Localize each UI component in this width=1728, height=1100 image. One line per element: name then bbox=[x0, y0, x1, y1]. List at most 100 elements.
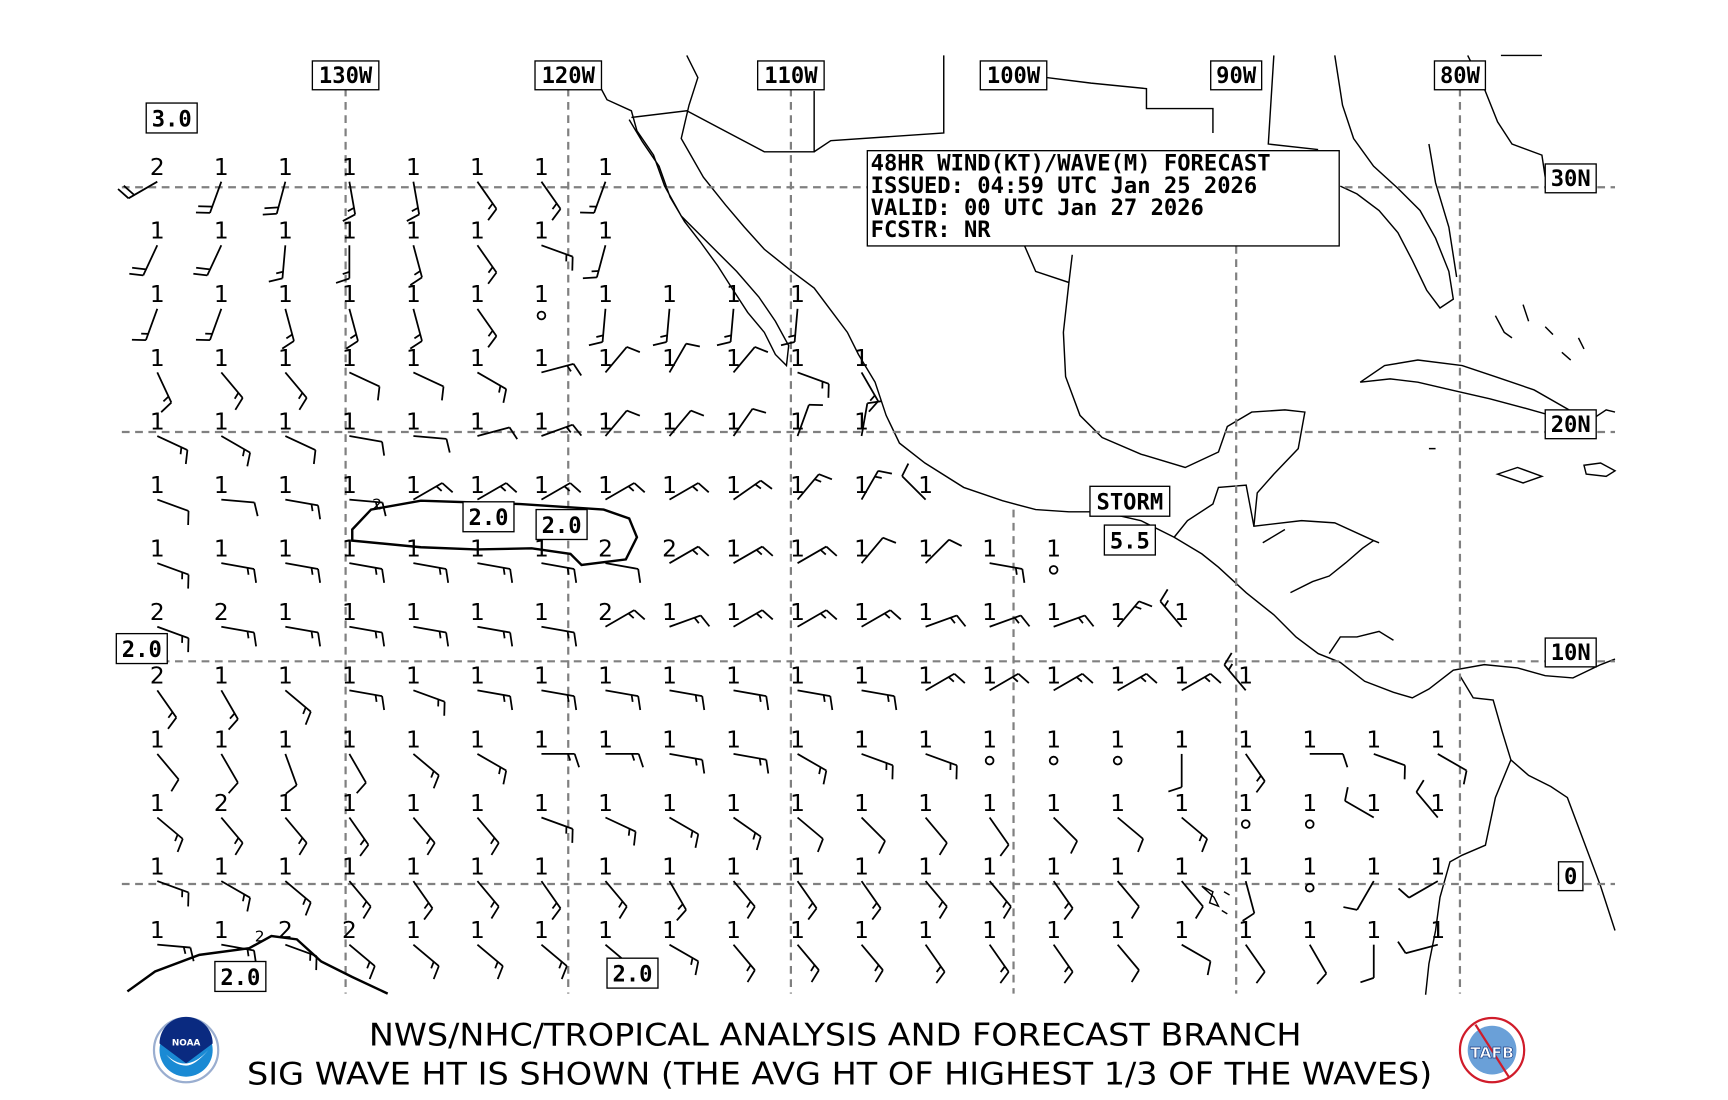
barb-staff bbox=[925, 672, 955, 692]
barb-staff bbox=[413, 371, 444, 388]
barb-staff bbox=[413, 625, 447, 634]
barb-half-feather bbox=[660, 334, 668, 338]
grid-point: 1 bbox=[214, 408, 251, 467]
wind-barb bbox=[285, 625, 321, 647]
barb-half-feather bbox=[949, 617, 956, 624]
barb-staff bbox=[477, 689, 511, 697]
barb-half-feather bbox=[347, 207, 355, 212]
wind-barb bbox=[541, 753, 580, 768]
wind-wave-grid-points: 2 1 1 1 1 1 1 1 1 1 1 1 1 1 1 1 1 1 1 1 1 1 1 1 1 1 1 1 1 1 1 1 1 1 1 1 1 1 1 1… bbox=[117, 154, 1468, 985]
wave-height-value: 1 bbox=[534, 599, 549, 626]
wind-barb bbox=[652, 308, 671, 347]
wave-height-value: 1 bbox=[150, 790, 165, 817]
barb-feather bbox=[871, 907, 882, 921]
wave-height-value: 1 bbox=[918, 663, 933, 690]
wind-barb bbox=[348, 753, 367, 794]
grid-point: 1 bbox=[193, 218, 229, 277]
wave-height-value: 1 bbox=[342, 663, 357, 690]
barb-feather bbox=[573, 753, 580, 768]
wind-barb bbox=[342, 181, 357, 222]
lat-label-30n: 30N bbox=[1544, 163, 1597, 194]
wave-height-value: 1 bbox=[214, 536, 229, 563]
wind-barb bbox=[157, 943, 195, 962]
wave-height-value: 1 bbox=[1046, 790, 1061, 817]
wind-barb bbox=[281, 308, 295, 350]
barb-half-feather bbox=[566, 694, 570, 703]
wind-barb bbox=[540, 943, 568, 980]
barb-feather bbox=[780, 341, 795, 347]
barb-staff bbox=[793, 308, 799, 343]
barb-half-feather bbox=[438, 631, 442, 639]
barb-staff bbox=[989, 672, 1019, 692]
wave-height-value: 1 bbox=[470, 663, 485, 690]
footer: NWS/NHC/TROPICAL ANALYSIS AND FORECAST B… bbox=[152, 1016, 1526, 1092]
wind-barb bbox=[220, 435, 251, 467]
wind-barb bbox=[732, 880, 756, 919]
wind-barb bbox=[1343, 880, 1375, 911]
wave-height-value: 1 bbox=[1366, 853, 1381, 880]
barb-half-feather bbox=[349, 333, 357, 340]
wind-barb bbox=[861, 689, 898, 711]
wave-label-text: 2.0 bbox=[468, 505, 508, 531]
barb-staff bbox=[285, 498, 319, 507]
wind-barb bbox=[221, 562, 257, 583]
grid-point: 1 bbox=[854, 917, 884, 983]
grid-point: 1 bbox=[918, 790, 948, 856]
barb-half-feather bbox=[413, 270, 421, 276]
wind-barb bbox=[582, 245, 607, 280]
grid-point: 1 bbox=[982, 726, 997, 766]
wave-height-value: 1 bbox=[726, 408, 741, 435]
barb-half-feather bbox=[818, 767, 822, 775]
barb-feather bbox=[123, 185, 135, 196]
wave-height-value: 1 bbox=[1430, 853, 1445, 880]
wind-barb bbox=[284, 435, 317, 465]
barb-feather bbox=[234, 397, 244, 411]
wind-barb bbox=[605, 753, 644, 768]
wave-height-value: 1 bbox=[854, 536, 869, 563]
wind-barb bbox=[605, 482, 646, 501]
wave-height-value: 1 bbox=[1174, 726, 1189, 753]
barb-feather bbox=[246, 452, 251, 467]
wind-barb bbox=[195, 308, 223, 341]
barb-staff bbox=[988, 816, 1010, 846]
wave-height-value: 1 bbox=[1046, 917, 1061, 944]
wind-barb bbox=[733, 753, 770, 774]
barb-half-feather bbox=[233, 392, 240, 400]
barb-half-feather bbox=[413, 333, 421, 340]
grid-point: 1 bbox=[854, 726, 894, 780]
wind-barb bbox=[156, 625, 190, 653]
grid-point: 1 bbox=[1238, 726, 1266, 793]
barb-half-feather bbox=[167, 711, 174, 719]
barb-staff bbox=[349, 625, 383, 634]
wave-height-value: 1 bbox=[726, 917, 741, 944]
grid-point: 1 bbox=[470, 281, 498, 348]
barb-half-feather bbox=[874, 964, 880, 972]
barb-half-feather bbox=[435, 485, 443, 492]
grid-point: 2 bbox=[342, 917, 376, 980]
barb-feather bbox=[765, 695, 770, 711]
wind-barb bbox=[797, 753, 828, 785]
wave-height-value: 1 bbox=[534, 536, 549, 563]
grid-point: 1 bbox=[1046, 917, 1074, 984]
us-mexico-border bbox=[631, 55, 1319, 153]
barb-staff bbox=[733, 609, 763, 628]
wave-height-value: 1 bbox=[278, 408, 293, 435]
wind-barb bbox=[924, 816, 948, 856]
wind-barb bbox=[413, 435, 451, 453]
wave-height-value: 1 bbox=[470, 218, 485, 245]
wind-barb bbox=[604, 409, 641, 437]
barb-staff bbox=[1053, 614, 1086, 628]
barb-staff bbox=[156, 435, 188, 451]
wind-barb bbox=[117, 180, 158, 200]
barb-feather bbox=[573, 632, 578, 647]
grid-point: 1 bbox=[662, 408, 705, 437]
wave-height-value: 1 bbox=[342, 345, 357, 372]
wind-barb bbox=[733, 479, 773, 501]
barb-staff bbox=[925, 614, 958, 628]
barb-feather bbox=[129, 272, 144, 277]
grid-point: 1 bbox=[1302, 917, 1328, 985]
wave-height-value: 1 bbox=[1430, 917, 1445, 944]
barb-staff bbox=[1308, 944, 1328, 974]
wave-height-value: 1 bbox=[214, 472, 229, 499]
lat-label-text: 30N bbox=[1551, 166, 1591, 192]
